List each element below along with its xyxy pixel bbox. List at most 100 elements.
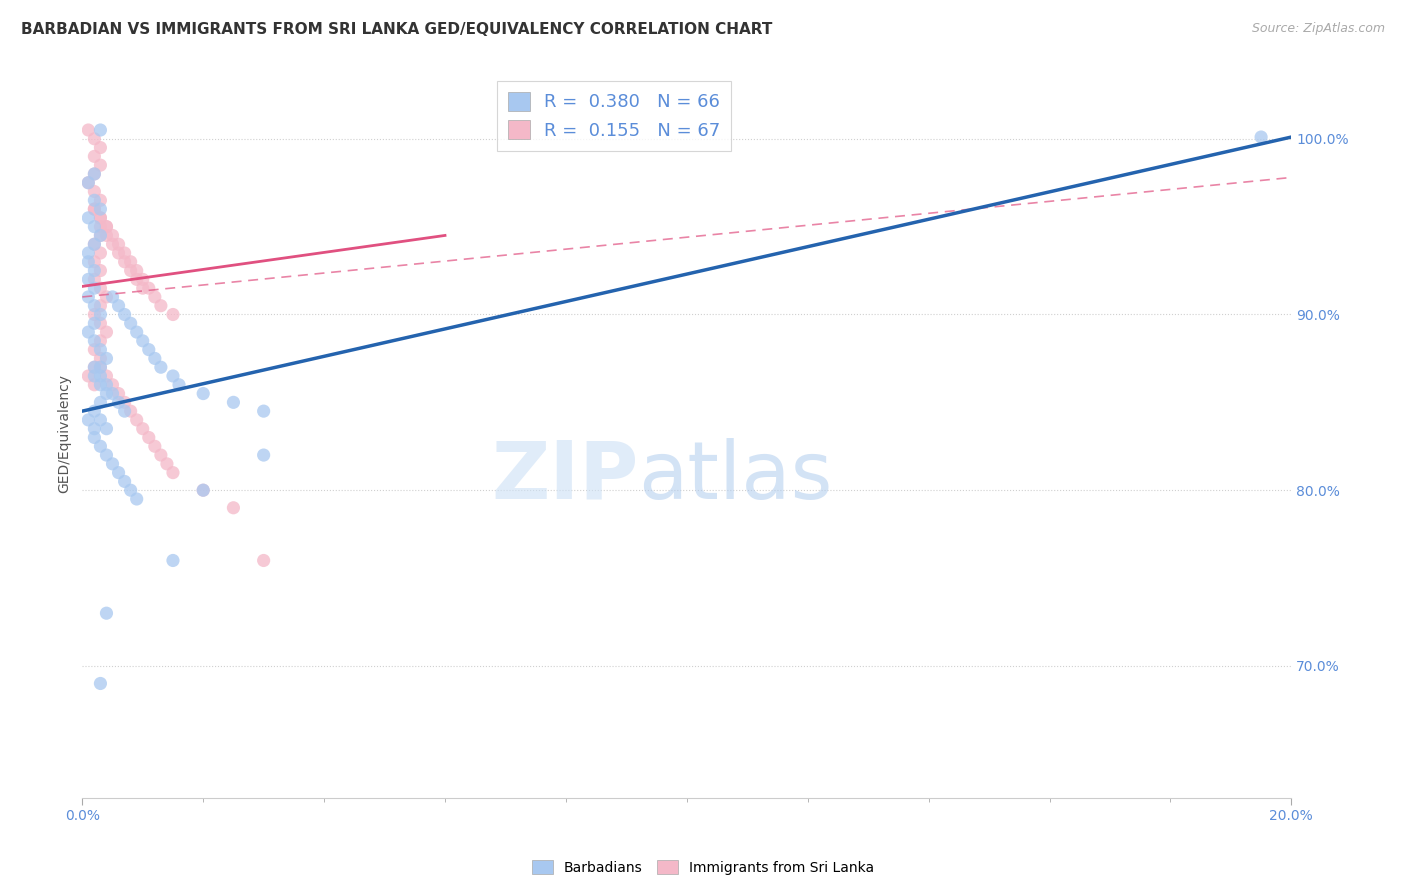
Point — [114, 254, 136, 268]
Point — [114, 246, 136, 260]
Point — [138, 281, 160, 295]
Point — [120, 263, 142, 277]
Point — [156, 457, 179, 471]
Point — [120, 316, 142, 330]
Point — [132, 422, 155, 436]
Legend: R =  0.380   N = 66, R =  0.155   N = 67: R = 0.380 N = 66, R = 0.155 N = 67 — [498, 81, 731, 151]
Point — [89, 211, 111, 225]
Text: BARBADIAN VS IMMIGRANTS FROM SRI LANKA GED/EQUIVALENCY CORRELATION CHART: BARBADIAN VS IMMIGRANTS FROM SRI LANKA G… — [21, 22, 772, 37]
Point — [83, 202, 105, 216]
Point — [89, 140, 111, 154]
Point — [253, 404, 276, 418]
Point — [89, 413, 111, 427]
Point — [162, 308, 184, 322]
Point — [125, 491, 148, 506]
Text: ZIP: ZIP — [491, 438, 638, 516]
Point — [96, 606, 118, 620]
Legend: Barbadians, Immigrants from Sri Lanka: Barbadians, Immigrants from Sri Lanka — [527, 855, 879, 880]
Point — [83, 377, 105, 392]
Point — [96, 228, 118, 243]
Point — [77, 325, 100, 339]
Point — [222, 395, 245, 409]
Point — [83, 308, 105, 322]
Point — [107, 395, 129, 409]
Point — [77, 413, 100, 427]
Point — [120, 483, 142, 498]
Text: Source: ZipAtlas.com: Source: ZipAtlas.com — [1251, 22, 1385, 36]
Point — [83, 430, 105, 444]
Point — [120, 254, 142, 268]
Point — [132, 272, 155, 286]
Point — [125, 413, 148, 427]
Point — [83, 254, 105, 268]
Point — [89, 246, 111, 260]
Point — [96, 325, 118, 339]
Point — [89, 211, 111, 225]
Point — [77, 176, 100, 190]
Point — [107, 299, 129, 313]
Point — [149, 360, 172, 375]
Point — [83, 185, 105, 199]
Point — [89, 439, 111, 453]
Point — [101, 228, 124, 243]
Point — [77, 246, 100, 260]
Point — [89, 334, 111, 348]
Point — [83, 360, 105, 375]
Point — [107, 466, 129, 480]
Point — [83, 360, 105, 375]
Point — [77, 176, 100, 190]
Point — [83, 281, 105, 295]
Point — [107, 237, 129, 252]
Point — [89, 123, 111, 137]
Point — [149, 448, 172, 462]
Point — [83, 369, 105, 384]
Point — [89, 202, 111, 216]
Point — [253, 553, 276, 567]
Point — [89, 676, 111, 690]
Point — [89, 360, 111, 375]
Point — [83, 404, 105, 418]
Point — [96, 219, 118, 234]
Point — [120, 404, 142, 418]
Point — [125, 325, 148, 339]
Point — [89, 377, 111, 392]
Point — [96, 290, 118, 304]
Point — [89, 369, 111, 384]
Point — [125, 263, 148, 277]
Point — [83, 219, 105, 234]
Point — [89, 194, 111, 208]
Point — [83, 272, 105, 286]
Point — [101, 386, 124, 401]
Point — [83, 202, 105, 216]
Point — [222, 500, 245, 515]
Point — [96, 448, 118, 462]
Point — [96, 377, 118, 392]
Point — [83, 343, 105, 357]
Point — [83, 132, 105, 146]
Point — [89, 308, 111, 322]
Point — [83, 422, 105, 436]
Point — [143, 351, 166, 366]
Point — [83, 149, 105, 163]
Point — [96, 422, 118, 436]
Point — [89, 158, 111, 172]
Point — [167, 377, 190, 392]
Point — [125, 272, 148, 286]
Point — [114, 475, 136, 489]
Point — [83, 299, 105, 313]
Point — [101, 290, 124, 304]
Point — [83, 334, 105, 348]
Point — [96, 386, 118, 401]
Point — [89, 395, 111, 409]
Point — [83, 167, 105, 181]
Point — [96, 369, 118, 384]
Point — [162, 466, 184, 480]
Point — [83, 316, 105, 330]
Point — [83, 263, 105, 277]
Point — [83, 237, 105, 252]
Point — [193, 483, 215, 498]
Point — [77, 254, 100, 268]
Point — [77, 211, 100, 225]
Point — [107, 386, 129, 401]
Point — [89, 281, 111, 295]
